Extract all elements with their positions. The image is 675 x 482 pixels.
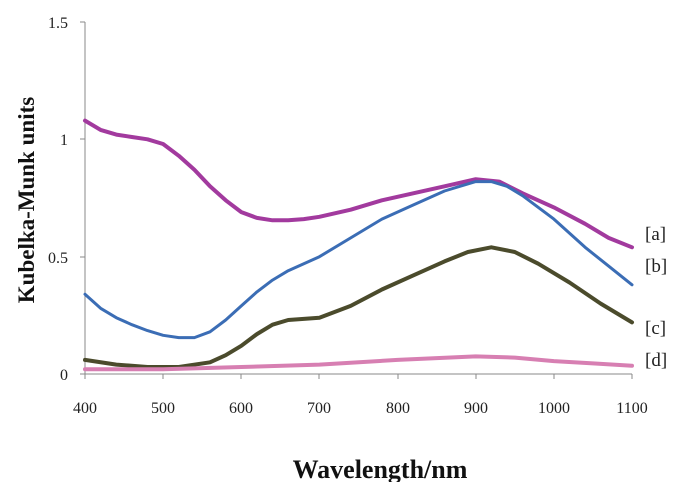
x-tick-label: 900 bbox=[464, 400, 488, 417]
y-tick-label: 1 bbox=[60, 132, 68, 149]
y-tick-label: 1.5 bbox=[48, 15, 68, 32]
x-tick-label: 800 bbox=[386, 400, 410, 417]
y-axis: 0 0.5 1 1.5 bbox=[48, 15, 86, 384]
x-tick-label: 1000 bbox=[538, 400, 570, 417]
x-tick-label: 400 bbox=[73, 400, 97, 417]
x-tick-label: 500 bbox=[151, 400, 175, 417]
x-tick-label: 700 bbox=[307, 400, 331, 417]
series-line-a bbox=[83, 118, 634, 250]
series-line-d bbox=[83, 354, 634, 372]
x-axis: 400 500 600 700 800 900 1000 1100 bbox=[73, 373, 648, 417]
x-tick-label: 1100 bbox=[616, 400, 647, 417]
series-line-c bbox=[83, 245, 634, 369]
y-tick-label: 0.5 bbox=[48, 250, 68, 267]
series-label-c: [c] bbox=[645, 318, 666, 339]
series-label-a: [a] bbox=[645, 224, 666, 245]
series-layer bbox=[83, 118, 634, 372]
x-axis-title: Wavelength/nm bbox=[293, 455, 468, 482]
y-tick-label: 0 bbox=[60, 367, 68, 384]
x-tick-label: 600 bbox=[229, 400, 253, 417]
series-label-b: [b] bbox=[645, 256, 667, 277]
y-axis-title: Kubelka-Munk units bbox=[14, 97, 39, 303]
series-line-b bbox=[83, 180, 634, 340]
series-label-d: [d] bbox=[645, 350, 667, 371]
